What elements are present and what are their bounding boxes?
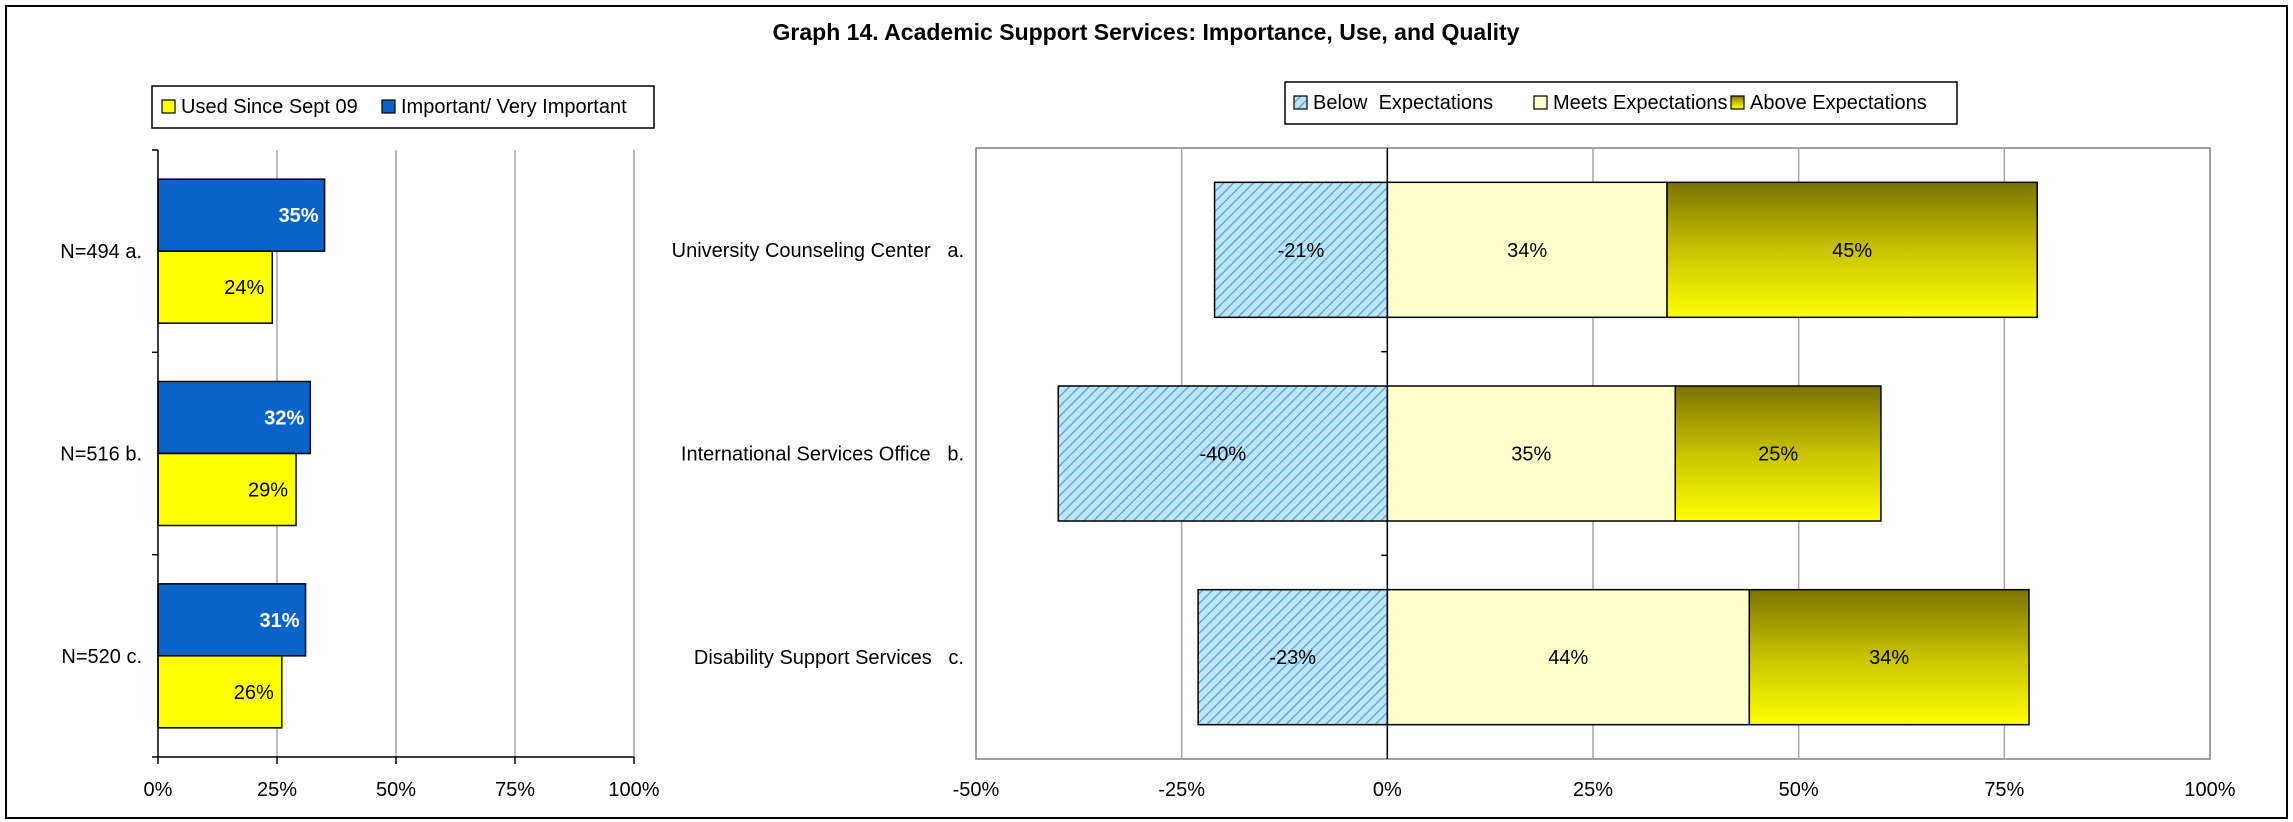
bar-used bbox=[157, 250, 273, 324]
legend-label: Important/ Very Important bbox=[401, 96, 627, 118]
category-label: International Services Office b. bbox=[681, 444, 964, 466]
category-label: University Counseling Center a. bbox=[672, 240, 964, 262]
legend-label: Used Since Sept 09 bbox=[181, 96, 358, 118]
x-tick-label: 75% bbox=[1984, 779, 2024, 801]
legend-swatch bbox=[1730, 95, 1745, 110]
legend-label: Below Expectations bbox=[1313, 92, 1493, 114]
x-tick-label: -50% bbox=[953, 779, 1000, 801]
legend-label: Above Expectations bbox=[1750, 92, 1927, 114]
x-tick-label: 50% bbox=[376, 779, 416, 801]
x-tick-label: 100% bbox=[2184, 779, 2235, 801]
legend-swatch bbox=[381, 99, 396, 114]
bar-important bbox=[157, 178, 326, 252]
data-label-important: 32% bbox=[264, 408, 304, 430]
importance-use-chart: 35% 24% N=494 a. 32% 29% N=516 b. 31% 26% N=520 … bbox=[60, 85, 660, 801]
legend-box bbox=[151, 85, 655, 129]
bar-used bbox=[157, 452, 297, 527]
x-tick-label: 0% bbox=[144, 779, 173, 801]
x-tick-label: 75% bbox=[495, 779, 535, 801]
legend: Below Expectations Meets Expectations Abov… bbox=[1284, 81, 1958, 125]
data-label-below: -40% bbox=[1199, 444, 1246, 466]
bar-below bbox=[1213, 181, 1389, 319]
legend-swatch bbox=[1533, 95, 1548, 110]
x-tick-label: 50% bbox=[1779, 779, 1819, 801]
legend-swatch bbox=[1293, 95, 1308, 110]
bar-important bbox=[157, 583, 307, 657]
bar-below bbox=[1197, 588, 1389, 726]
bar-above bbox=[1674, 385, 1882, 522]
x-tick-label: 25% bbox=[1573, 779, 1613, 801]
legend-label: Meets Expectations bbox=[1553, 92, 1728, 114]
category-label: N=520 c. bbox=[61, 646, 142, 668]
data-label-meets: 34% bbox=[1507, 240, 1547, 262]
category-label: Disability Support Services c. bbox=[694, 647, 964, 669]
x-tick-label: 25% bbox=[257, 779, 297, 801]
data-label-below: -23% bbox=[1269, 647, 1316, 669]
bar-meets bbox=[1386, 588, 1751, 726]
data-label-important: 31% bbox=[260, 610, 300, 632]
legend-box bbox=[1284, 81, 1958, 125]
data-label-used: 29% bbox=[248, 480, 288, 502]
legend: Used Since Sept 09 Important/ Very Import… bbox=[151, 85, 655, 129]
bar-below bbox=[1057, 385, 1389, 522]
x-tick-label: -25% bbox=[1158, 779, 1205, 801]
category-label: N=494 a. bbox=[60, 241, 142, 263]
bar-above bbox=[1748, 588, 2030, 726]
chart-title: Graph 14. Academic Support Services: Imp… bbox=[773, 19, 1520, 45]
bar-meets bbox=[1386, 385, 1677, 522]
data-label-used: 26% bbox=[234, 682, 274, 704]
figure-frame bbox=[5, 5, 2288, 819]
quality-chart: -21% 34% 45% University Counseling Center a… bbox=[672, 81, 2236, 801]
data-label-above: 25% bbox=[1758, 444, 1798, 466]
data-label-meets: 44% bbox=[1548, 647, 1588, 669]
bar-important bbox=[157, 380, 312, 455]
data-label-important: 35% bbox=[279, 205, 319, 227]
category-label: N=516 b. bbox=[60, 444, 142, 466]
data-label-meets: 35% bbox=[1511, 444, 1551, 466]
x-tick-label: 0% bbox=[1373, 779, 1402, 801]
data-label-below: -21% bbox=[1278, 240, 1325, 262]
data-label-above: 34% bbox=[1869, 647, 1909, 669]
data-label-above: 45% bbox=[1832, 240, 1872, 262]
legend-swatch bbox=[161, 99, 176, 114]
x-tick-label: 100% bbox=[608, 779, 659, 801]
bar-above bbox=[1666, 181, 2038, 319]
bar-meets bbox=[1386, 181, 1668, 319]
data-label-used: 24% bbox=[224, 277, 264, 299]
